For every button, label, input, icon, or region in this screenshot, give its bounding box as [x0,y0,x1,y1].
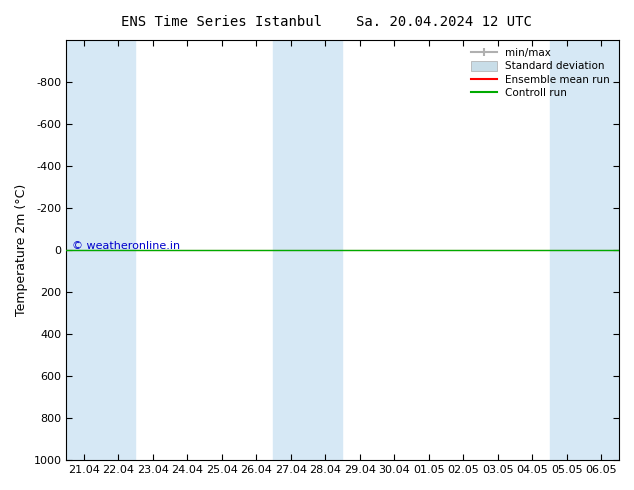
Bar [550,40,584,460]
Bar [273,40,308,460]
Bar [101,40,136,460]
Legend: min/max, Standard deviation, Ensemble mean run, Controll run: min/max, Standard deviation, Ensemble me… [468,45,613,101]
Y-axis label: Temperature 2m (°C): Temperature 2m (°C) [15,184,28,316]
Bar [67,40,101,460]
Text: ENS Time Series Istanbul: ENS Time Series Istanbul [121,15,323,29]
Text: © weatheronline.in: © weatheronline.in [72,241,180,250]
Bar [308,40,342,460]
Text: Sa. 20.04.2024 12 UTC: Sa. 20.04.2024 12 UTC [356,15,532,29]
Bar [584,40,619,460]
